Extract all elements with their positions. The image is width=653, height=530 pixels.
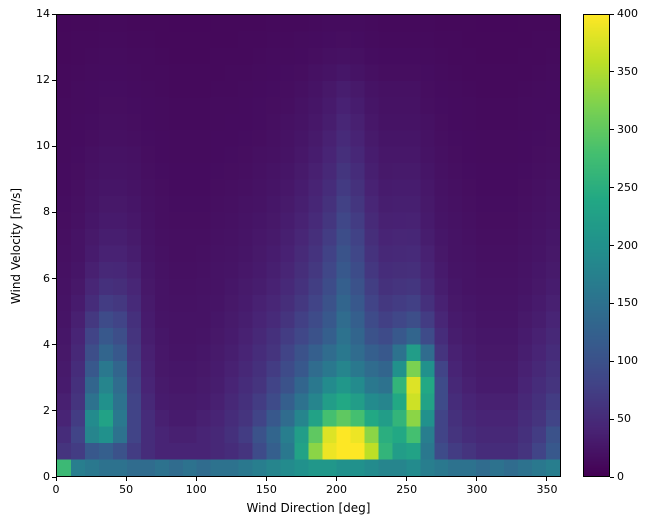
y-tick-mark (52, 211, 56, 213)
colorbar-tick-label: 200 (617, 238, 638, 252)
colorbar-tick-mark (610, 476, 614, 478)
colorbar-tick-mark (610, 418, 614, 420)
x-tick-mark (195, 477, 197, 481)
colorbar-tick-mark (610, 360, 614, 362)
colorbar-tick-label: 350 (617, 64, 638, 78)
y-tick-mark (52, 344, 56, 346)
y-tick-label: 12 (36, 73, 50, 87)
x-tick-label: 200 (326, 483, 348, 496)
y-tick-label: 2 (43, 403, 50, 417)
x-tick-label: 300 (466, 483, 488, 496)
colorbar-tick-mark (610, 302, 614, 304)
x-tick-label: 350 (536, 483, 558, 496)
colorbar-tick-label: 50 (617, 412, 631, 426)
x-tick-mark (546, 477, 548, 481)
y-tick-label: 6 (43, 271, 50, 285)
colorbar-tick-label: 100 (617, 354, 638, 368)
colorbar-gradient (584, 15, 609, 476)
y-tick-label: 0 (43, 470, 50, 483)
plot-area (56, 14, 561, 477)
y-tick-label: 10 (36, 139, 50, 153)
y-tick-mark (52, 278, 56, 280)
x-axis-label: Wind Direction [deg] (246, 501, 371, 515)
colorbar-tick-mark (610, 129, 614, 131)
colorbar-tick-mark (610, 187, 614, 189)
y-tick-label: 14 (36, 7, 50, 20)
colorbar-tick-label: 300 (617, 122, 638, 136)
heatmap-canvas (57, 15, 560, 476)
colorbar-tick-mark (610, 71, 614, 73)
x-tick-label: 250 (396, 483, 418, 496)
y-tick-mark (52, 476, 56, 478)
x-tick-mark (476, 477, 478, 481)
colorbar-tick-label: 0 (617, 470, 624, 483)
colorbar-tick-label: 400 (617, 7, 638, 20)
x-tick-label: 50 (119, 483, 134, 496)
colorbar-tick-label: 250 (617, 180, 638, 194)
x-tick-mark (265, 477, 267, 481)
x-tick-label: 100 (185, 483, 207, 496)
x-tick-label: 150 (255, 483, 277, 496)
colorbar (583, 14, 610, 477)
y-tick-mark (52, 13, 56, 15)
colorbar-tick-label: 150 (617, 296, 638, 310)
y-tick-mark (52, 410, 56, 412)
y-tick-label: 4 (43, 337, 50, 351)
y-tick-mark (52, 79, 56, 81)
x-tick-mark (125, 477, 127, 481)
y-tick-mark (52, 145, 56, 147)
y-tick-label: 8 (43, 205, 50, 219)
x-tick-mark (336, 477, 338, 481)
colorbar-tick-mark (610, 245, 614, 246)
x-tick-mark (406, 477, 408, 481)
x-tick-mark (55, 477, 57, 481)
colorbar-tick-mark (610, 13, 614, 15)
x-tick-label: 0 (52, 483, 60, 496)
